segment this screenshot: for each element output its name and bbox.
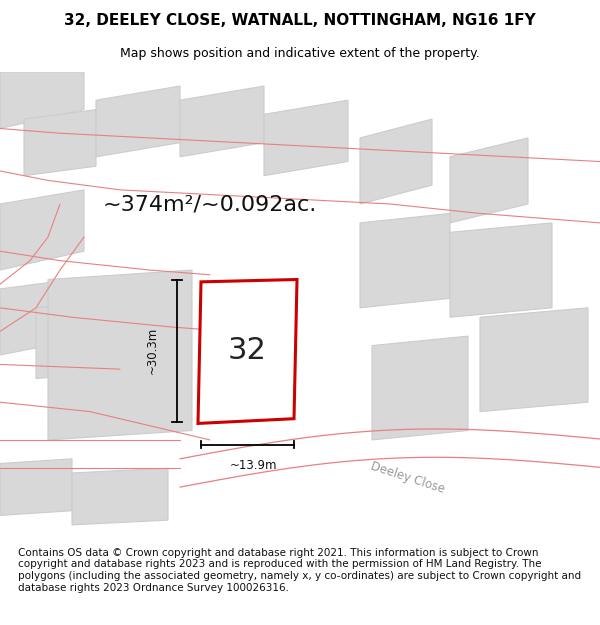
Text: ~374m²/~0.092ac.: ~374m²/~0.092ac. [103, 194, 317, 214]
Text: Contains OS data © Crown copyright and database right 2021. This information is : Contains OS data © Crown copyright and d… [18, 548, 581, 592]
Polygon shape [36, 298, 132, 379]
Text: ~30.3m: ~30.3m [146, 327, 159, 374]
Polygon shape [24, 109, 96, 176]
Polygon shape [450, 223, 552, 318]
Polygon shape [372, 336, 468, 440]
Text: 32, DEELEY CLOSE, WATNALL, NOTTINGHAM, NG16 1FY: 32, DEELEY CLOSE, WATNALL, NOTTINGHAM, N… [64, 12, 536, 28]
Polygon shape [0, 459, 72, 516]
Polygon shape [480, 308, 588, 412]
Text: Map shows position and indicative extent of the property.: Map shows position and indicative extent… [120, 48, 480, 61]
Text: Deeley Close: Deeley Close [370, 459, 446, 496]
Polygon shape [0, 279, 72, 355]
Polygon shape [48, 270, 192, 440]
Polygon shape [360, 213, 450, 308]
Polygon shape [0, 72, 84, 129]
Polygon shape [198, 279, 297, 423]
Text: ~13.9m: ~13.9m [230, 459, 277, 472]
Polygon shape [96, 86, 180, 157]
Text: 32: 32 [228, 336, 266, 365]
Polygon shape [450, 138, 528, 223]
Polygon shape [180, 86, 264, 157]
Polygon shape [72, 468, 168, 525]
Polygon shape [360, 119, 432, 204]
Polygon shape [0, 190, 84, 270]
Polygon shape [264, 100, 348, 176]
